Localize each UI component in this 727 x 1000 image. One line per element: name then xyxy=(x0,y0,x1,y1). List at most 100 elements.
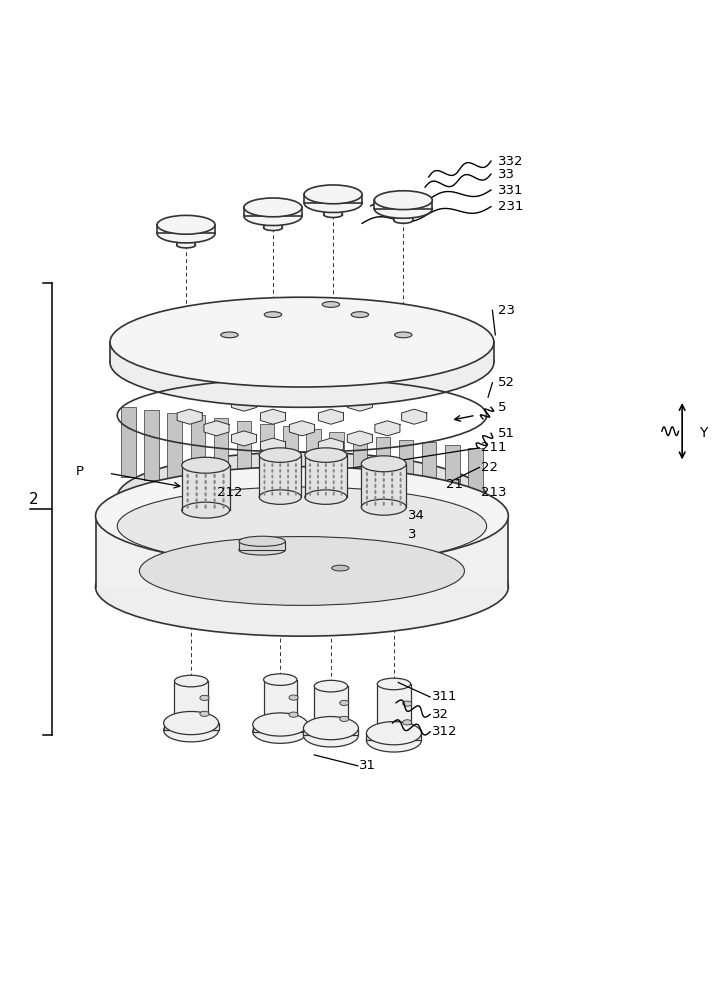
Ellipse shape xyxy=(325,457,327,461)
Ellipse shape xyxy=(400,472,402,476)
Ellipse shape xyxy=(340,716,349,721)
Ellipse shape xyxy=(374,490,377,494)
Ellipse shape xyxy=(222,492,225,496)
Ellipse shape xyxy=(317,480,319,484)
Ellipse shape xyxy=(287,475,289,479)
Ellipse shape xyxy=(394,218,413,223)
Polygon shape xyxy=(177,409,202,424)
Polygon shape xyxy=(314,686,348,728)
Text: 31: 31 xyxy=(359,759,376,772)
Ellipse shape xyxy=(374,466,377,470)
Polygon shape xyxy=(306,429,321,498)
Ellipse shape xyxy=(196,474,198,478)
Ellipse shape xyxy=(361,456,406,472)
Ellipse shape xyxy=(333,480,334,484)
Ellipse shape xyxy=(253,713,308,736)
Ellipse shape xyxy=(204,498,206,503)
Polygon shape xyxy=(231,396,257,411)
Ellipse shape xyxy=(382,472,385,476)
Ellipse shape xyxy=(204,468,206,472)
Polygon shape xyxy=(167,413,182,482)
Text: 2: 2 xyxy=(29,492,39,508)
Ellipse shape xyxy=(196,498,198,503)
Ellipse shape xyxy=(271,475,273,479)
Ellipse shape xyxy=(221,332,238,338)
Polygon shape xyxy=(361,464,406,507)
Ellipse shape xyxy=(391,472,393,476)
Ellipse shape xyxy=(366,722,422,745)
Ellipse shape xyxy=(95,538,508,636)
Ellipse shape xyxy=(325,475,327,479)
Ellipse shape xyxy=(279,457,281,461)
Polygon shape xyxy=(239,541,285,550)
Text: 23: 23 xyxy=(498,304,515,317)
Ellipse shape xyxy=(239,545,285,555)
Polygon shape xyxy=(110,342,494,362)
Ellipse shape xyxy=(204,486,206,490)
Polygon shape xyxy=(374,200,433,209)
Ellipse shape xyxy=(309,486,311,490)
Ellipse shape xyxy=(317,486,319,490)
Ellipse shape xyxy=(265,312,281,317)
Ellipse shape xyxy=(333,475,334,479)
Polygon shape xyxy=(329,432,344,501)
Polygon shape xyxy=(157,225,215,233)
Ellipse shape xyxy=(222,474,225,478)
Text: P: P xyxy=(76,465,84,478)
Text: 22: 22 xyxy=(481,461,498,474)
Ellipse shape xyxy=(295,486,297,490)
Ellipse shape xyxy=(304,185,362,204)
Ellipse shape xyxy=(377,678,411,690)
Ellipse shape xyxy=(366,484,368,488)
Polygon shape xyxy=(348,431,372,446)
Ellipse shape xyxy=(157,224,215,243)
Ellipse shape xyxy=(263,457,265,461)
Ellipse shape xyxy=(361,499,406,515)
Ellipse shape xyxy=(322,302,340,307)
Ellipse shape xyxy=(279,486,281,490)
Ellipse shape xyxy=(374,472,377,476)
Ellipse shape xyxy=(263,492,265,496)
Ellipse shape xyxy=(395,332,412,338)
Ellipse shape xyxy=(177,223,196,229)
Ellipse shape xyxy=(309,463,311,467)
Ellipse shape xyxy=(204,480,206,484)
Ellipse shape xyxy=(200,695,209,700)
Text: 331: 331 xyxy=(498,184,523,197)
Ellipse shape xyxy=(317,492,319,496)
Ellipse shape xyxy=(196,486,198,490)
Text: 33: 33 xyxy=(498,168,515,181)
Ellipse shape xyxy=(253,720,308,743)
Ellipse shape xyxy=(400,478,402,482)
Polygon shape xyxy=(121,407,136,477)
Ellipse shape xyxy=(196,468,198,472)
Ellipse shape xyxy=(374,502,377,506)
Polygon shape xyxy=(324,196,342,215)
Ellipse shape xyxy=(325,463,327,467)
Ellipse shape xyxy=(391,490,393,494)
Text: 52: 52 xyxy=(498,376,515,389)
Ellipse shape xyxy=(271,492,273,496)
Polygon shape xyxy=(264,209,282,228)
Ellipse shape xyxy=(117,452,486,542)
Ellipse shape xyxy=(382,502,385,506)
Ellipse shape xyxy=(196,492,198,496)
Ellipse shape xyxy=(263,480,265,484)
Text: 34: 34 xyxy=(409,509,425,522)
Ellipse shape xyxy=(351,312,369,317)
Ellipse shape xyxy=(287,492,289,496)
Polygon shape xyxy=(304,194,362,203)
Ellipse shape xyxy=(187,480,189,484)
Polygon shape xyxy=(394,202,413,220)
Ellipse shape xyxy=(382,478,385,482)
Ellipse shape xyxy=(325,480,327,484)
Ellipse shape xyxy=(182,502,230,518)
Ellipse shape xyxy=(289,695,298,700)
Polygon shape xyxy=(289,421,315,436)
Ellipse shape xyxy=(340,480,342,484)
Polygon shape xyxy=(182,465,230,510)
Text: Y: Y xyxy=(699,426,707,440)
Ellipse shape xyxy=(222,504,225,509)
Polygon shape xyxy=(260,455,301,497)
Polygon shape xyxy=(377,684,411,733)
